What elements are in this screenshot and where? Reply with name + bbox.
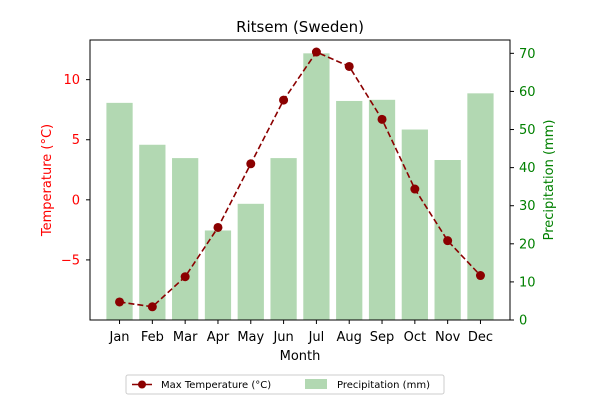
temperature-point-dec (475, 271, 485, 281)
x-tick-label: Dec (468, 330, 493, 345)
x-axis: Jan Feb Mar Apr May Jun Jul Aug Sep Oct Nov Dec (109, 320, 493, 345)
y-right-tick-label: 50 (519, 123, 536, 138)
x-tick-label: May (237, 330, 264, 345)
precipitation-bar-apr (204, 230, 232, 320)
y-axis-label-temperature: Temperature (°C) (40, 124, 55, 237)
y-left-tick-label: −5 (61, 253, 80, 268)
temperature-point-mar (180, 272, 190, 282)
precipitation-bar-mar (172, 158, 199, 320)
y-axis-label-precipitation: Precipitation (mm) (542, 120, 557, 241)
x-tick-label: Apr (207, 330, 230, 345)
precipitation-bar-feb (139, 144, 166, 320)
temperature-point-oct (410, 184, 420, 194)
x-tick-label: Jun (272, 330, 293, 345)
x-tick-label: Jan (109, 330, 130, 345)
plot-frame (89, 39, 511, 321)
y-axis-temperature: −5 0 5 10 (61, 73, 90, 268)
precipitation-bar-jul (303, 53, 330, 320)
temperature-point-may (246, 159, 256, 169)
legend-box (125, 374, 445, 395)
y-right-tick-label: 0 (519, 314, 527, 329)
y-left-tick-label: 0 (72, 193, 80, 208)
precipitation-bar-sep (368, 99, 396, 320)
legend-precipitation-swatch (305, 379, 327, 389)
temperature-point-nov (443, 236, 453, 246)
temperature-point-aug (344, 61, 354, 71)
temperature-point-sep (377, 114, 387, 124)
x-axis-label: Month (280, 349, 321, 364)
x-tick-label: Oct (404, 330, 426, 345)
x-tick-label: Mar (173, 330, 198, 345)
precipitation-bar-oct (401, 129, 428, 320)
x-tick-label: Jul (308, 330, 325, 345)
temperature-point-apr (213, 222, 223, 232)
y-left-tick-label: 5 (72, 133, 80, 148)
temperature-point-feb (147, 302, 157, 312)
precipitation-bar-may (237, 203, 264, 320)
temperature-point-jan (115, 297, 125, 307)
legend-temperature-marker (138, 380, 146, 389)
x-tick-label: Nov (435, 330, 461, 345)
y-right-tick-label: 70 (519, 47, 536, 62)
x-tick-label: Feb (141, 330, 164, 345)
x-tick-label: Aug (337, 330, 362, 345)
temperature-line-group (115, 47, 485, 312)
temperature-line (119, 51, 482, 308)
y-right-tick-label: 30 (519, 199, 536, 214)
chart-title: Ritsem (Sweden) (236, 18, 364, 36)
temperature-point-jun (279, 95, 289, 105)
y-right-tick-label: 40 (519, 161, 536, 176)
precipitation-bar-jun (270, 158, 297, 320)
legend: Max Temperature (°C) Precipitation (mm) (125, 374, 445, 395)
legend-precipitation-label: Precipitation (mm) (337, 380, 430, 391)
precipitation-bars (106, 53, 494, 320)
y-right-tick-label: 20 (519, 237, 536, 252)
precipitation-bar-jan (106, 102, 133, 320)
y-right-tick-label: 60 (519, 85, 536, 100)
y-axis-precipitation: 0 10 20 30 40 50 60 70 (510, 47, 536, 329)
precipitation-bar-dec (467, 93, 494, 320)
precipitation-bar-aug (336, 100, 363, 320)
y-left-tick-label: 10 (63, 73, 80, 88)
legend-temperature-label: Max Temperature (°C) (161, 380, 271, 391)
x-tick-label: Sep (370, 330, 395, 345)
y-right-tick-label: 10 (519, 275, 536, 290)
temperature-point-jul (311, 47, 321, 57)
